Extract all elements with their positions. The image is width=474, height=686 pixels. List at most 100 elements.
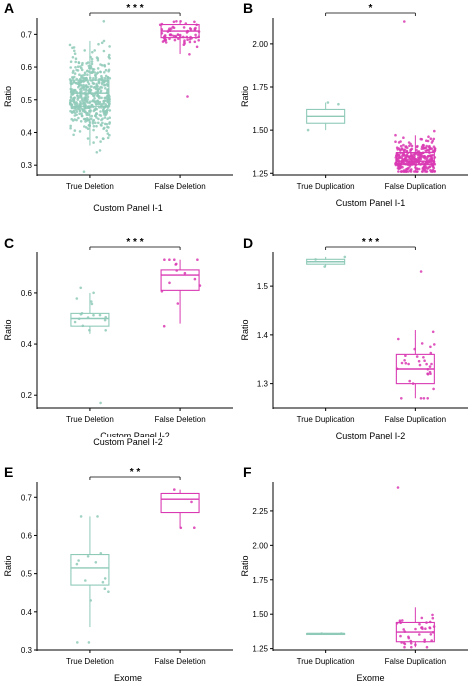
data-point <box>399 634 402 638</box>
data-point <box>428 166 431 169</box>
data-point <box>79 94 82 97</box>
y-axis-label: Ratio <box>240 86 250 107</box>
data-point <box>429 633 433 636</box>
data-point <box>79 65 82 68</box>
data-point <box>108 77 112 80</box>
data-point <box>84 579 87 582</box>
chart-d: 1.3 1.4 1.5 Ratio True Duplication False Dupl… <box>240 237 468 441</box>
data-point <box>100 118 103 122</box>
data-point <box>103 96 107 100</box>
data-point <box>407 170 410 173</box>
data-point <box>79 286 82 290</box>
data-point <box>193 277 197 281</box>
box <box>70 553 110 586</box>
data-point <box>100 41 104 45</box>
row-label-1: Custom Panel I-1 <box>93 203 163 213</box>
data-point <box>402 136 405 139</box>
data-point <box>420 626 423 629</box>
data-point <box>69 60 73 63</box>
data-point <box>409 642 413 645</box>
data-point <box>95 86 98 89</box>
data-point <box>108 116 111 119</box>
y-tick-label: 0.4 <box>21 340 33 349</box>
data-point <box>418 622 421 626</box>
data-point <box>97 88 100 91</box>
data-point <box>172 34 175 38</box>
data-point <box>183 271 187 275</box>
data-point <box>402 170 406 173</box>
data-point <box>407 362 410 366</box>
data-point <box>105 112 108 115</box>
data-point <box>86 555 90 558</box>
data-point <box>395 146 399 149</box>
data-point <box>85 86 88 89</box>
data-point <box>343 255 347 259</box>
data-point <box>95 84 99 87</box>
data-point <box>72 106 76 110</box>
data-point <box>96 515 99 518</box>
data-point <box>430 362 433 366</box>
data-point <box>306 128 310 132</box>
data-point <box>73 72 77 75</box>
data-point <box>74 108 77 112</box>
data-point <box>92 291 95 295</box>
data-point <box>428 626 432 630</box>
data-point <box>397 167 401 171</box>
data-point <box>400 397 403 400</box>
data-point <box>409 142 412 146</box>
data-point <box>427 162 430 165</box>
data-point <box>99 140 102 143</box>
y-tick-label: 1.3 <box>257 380 269 389</box>
data-point <box>89 88 93 92</box>
data-point <box>94 121 97 125</box>
data-point <box>73 88 77 92</box>
data-point <box>420 170 424 173</box>
data-point <box>103 318 107 322</box>
data-point <box>99 401 102 405</box>
data-point <box>429 147 432 150</box>
data-point <box>80 84 84 88</box>
data-point <box>106 136 110 140</box>
data-point <box>337 102 340 106</box>
data-point <box>409 161 412 165</box>
data-point <box>423 154 426 158</box>
data-point <box>76 94 79 97</box>
data-point <box>99 552 103 555</box>
data-point <box>104 329 107 332</box>
y-tick-label: 1.75 <box>252 576 268 585</box>
data-point <box>410 157 413 161</box>
y-tick-label: 0.6 <box>21 63 33 72</box>
data-point <box>429 351 433 355</box>
data-point <box>428 365 432 368</box>
data-point <box>74 60 77 64</box>
data-point <box>433 170 436 173</box>
data-point <box>78 108 82 112</box>
data-point <box>93 49 96 52</box>
data-point <box>429 154 432 158</box>
data-point <box>193 20 196 24</box>
data-point <box>97 80 100 84</box>
data-point <box>413 157 416 160</box>
data-point <box>92 313 95 317</box>
data-point <box>433 147 437 150</box>
data-point <box>90 60 94 63</box>
data-point <box>85 62 88 65</box>
data-point <box>102 81 106 84</box>
data-point <box>86 101 89 104</box>
data-point <box>183 39 186 42</box>
y-tick-label: 0.5 <box>21 96 33 105</box>
data-point <box>173 38 177 42</box>
x-tick-label: False Duplication <box>385 657 446 666</box>
data-point <box>86 106 90 110</box>
data-point <box>76 641 79 644</box>
data-point <box>326 101 330 104</box>
y-tick-label: 1.75 <box>252 83 268 92</box>
data-point <box>423 359 426 362</box>
data-point <box>79 515 83 518</box>
data-point <box>92 118 96 122</box>
data-point <box>90 71 94 74</box>
data-point <box>429 169 432 172</box>
x-tick-label: True Duplication <box>297 657 355 666</box>
data-point <box>99 70 102 74</box>
data-point <box>396 486 400 489</box>
